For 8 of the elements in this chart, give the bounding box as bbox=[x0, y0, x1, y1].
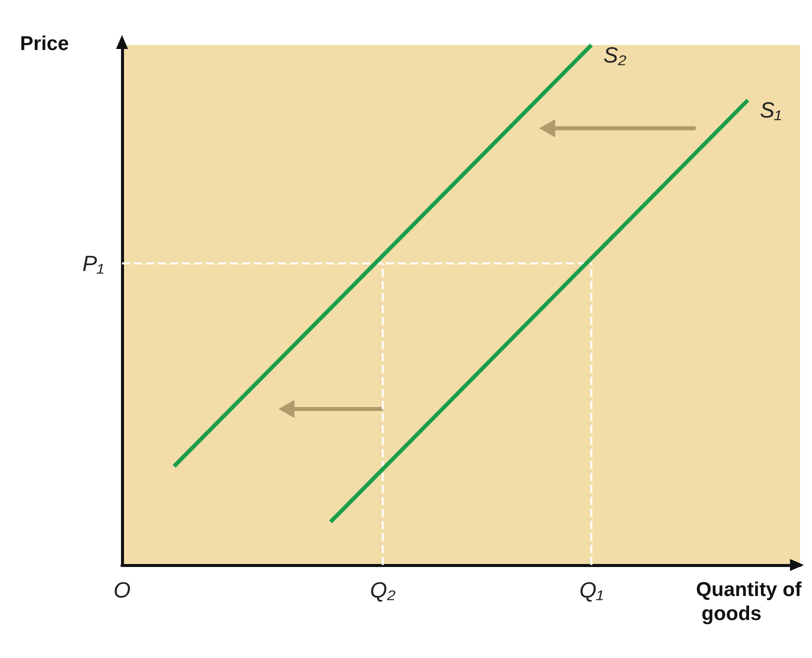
series-label: S₁ bbox=[760, 98, 782, 123]
y-axis-title: Price bbox=[20, 33, 69, 55]
x-tick-label: Q₂ bbox=[370, 578, 396, 602]
series-label: S₂ bbox=[603, 42, 628, 68]
x-tick-label: Q₁ bbox=[579, 578, 604, 602]
annotation: P₁ bbox=[82, 250, 104, 276]
x-axis-title: Quantity of goods bbox=[696, 579, 802, 625]
x-tick-label: O bbox=[113, 578, 131, 602]
